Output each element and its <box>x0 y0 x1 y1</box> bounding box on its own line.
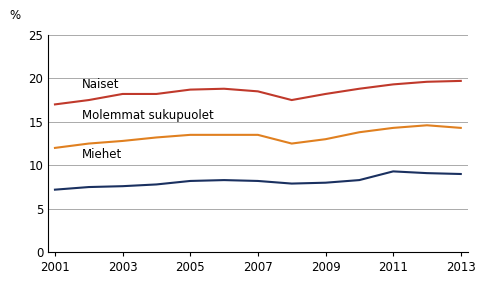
Text: Molemmat sukupuolet: Molemmat sukupuolet <box>82 109 214 122</box>
Text: %: % <box>9 9 20 22</box>
Text: Naiset: Naiset <box>82 78 120 91</box>
Text: Miehet: Miehet <box>82 148 122 161</box>
